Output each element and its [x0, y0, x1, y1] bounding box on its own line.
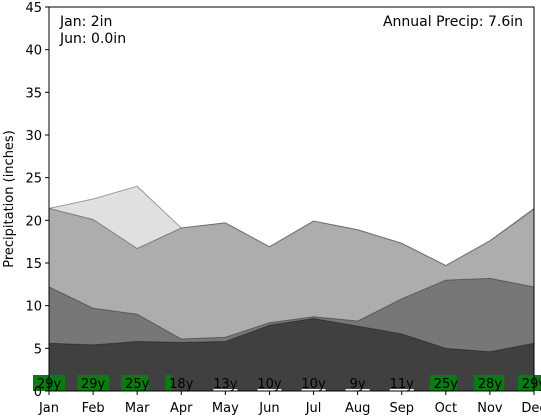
- x-tick-label: Sep: [389, 401, 414, 416]
- year-count-label: 9y: [350, 377, 366, 392]
- x-tick-label: Aug: [345, 401, 370, 416]
- year-count-label: 28y: [478, 377, 503, 392]
- annotation-top-left-1: Jan: 2in: [59, 14, 112, 30]
- year-count-bar: [389, 389, 414, 391]
- plot-frame: [48, 6, 535, 392]
- annotation-top-left-2: Jun: 0.0in: [59, 31, 126, 47]
- x-tick-label: Jun: [258, 401, 279, 416]
- year-count-bar: [301, 389, 326, 391]
- x-tick-label: Jul: [305, 401, 322, 416]
- y-tick-label: 20: [25, 214, 42, 229]
- y-tick-label: 45: [25, 1, 42, 16]
- x-tick-label: Mar: [125, 401, 150, 416]
- year-count-bar: [77, 375, 110, 391]
- y-tick-label: 40: [25, 44, 42, 59]
- year-count-label: 25y: [434, 377, 459, 392]
- year-count-bar: [429, 375, 458, 391]
- y-axis-label: Precipitation (inches): [2, 130, 17, 268]
- year-count-bar: [518, 375, 541, 391]
- year-count-bar: [165, 375, 172, 391]
- y-tick-label: 0: [34, 385, 42, 400]
- year-count-label: 13y: [213, 377, 238, 392]
- year-count-label: 10y: [301, 377, 326, 392]
- year-count-bar: [473, 375, 505, 391]
- x-tick-label: May: [212, 401, 239, 416]
- x-tick-label: Jan: [38, 401, 59, 416]
- plot-area: [48, 185, 535, 392]
- area-series-4: [48, 317, 535, 392]
- x-tick-label: Dec: [521, 401, 541, 416]
- year-count-label: 29y: [81, 377, 106, 392]
- year-count-bar: [257, 389, 282, 391]
- y-tick-label: 5: [34, 342, 42, 357]
- x-tick-label: Apr: [170, 401, 193, 416]
- year-count-bar: [345, 389, 370, 391]
- year-count-label: 18y: [169, 377, 194, 392]
- year-count-label: 25y: [125, 377, 150, 392]
- annotation-top-right: Annual Precip: 7.6in: [383, 14, 523, 30]
- y-tick-label: 15: [25, 257, 42, 272]
- y-tick-label: 30: [25, 129, 42, 144]
- x-tick-label: Feb: [82, 401, 105, 416]
- year-count-bar: [121, 375, 149, 391]
- x-tick-label: Nov: [477, 401, 503, 416]
- y-tick-label: 35: [25, 86, 42, 101]
- year-count-label: 11y: [390, 377, 415, 392]
- y-tick-label: 25: [25, 172, 42, 187]
- year-count-label: 29y: [522, 377, 541, 392]
- axes: 0 5 10 15 20 25 30 35 40 45 Jan Feb Mar Apr May Jun Jul A…: [25, 1, 541, 416]
- y-tick-label: 10: [25, 300, 42, 315]
- year-count-label: 10y: [257, 377, 282, 392]
- x-tick-label: Oct: [435, 401, 457, 416]
- year-count-bar: [213, 389, 238, 391]
